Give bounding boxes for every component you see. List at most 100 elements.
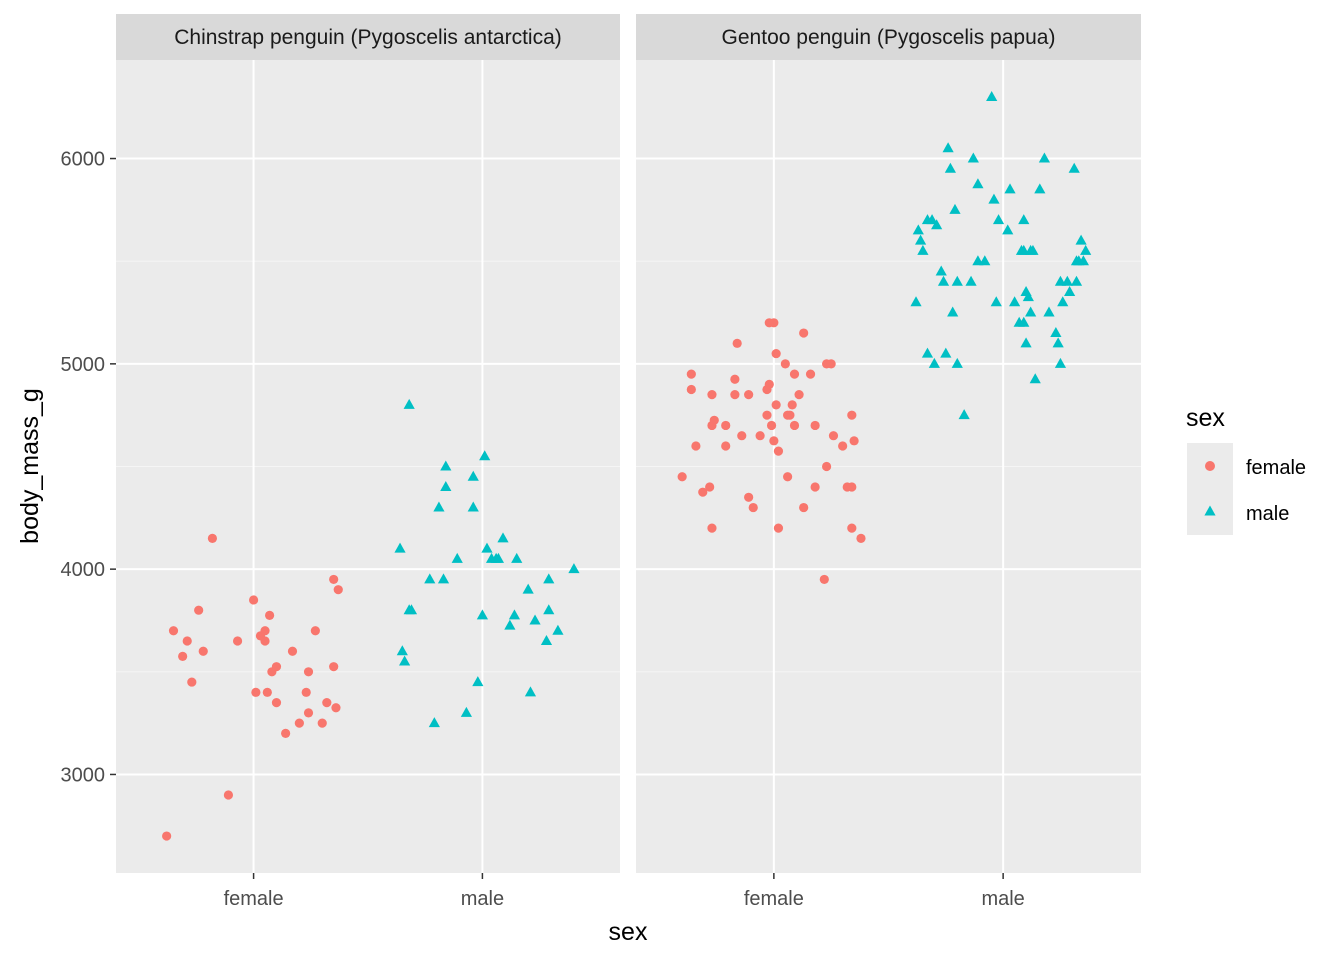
facet-panel-2: Gentoo penguin (Pygoscelis papua) female m… (636, 14, 1141, 910)
data-point-female (265, 610, 275, 620)
data-point-female (329, 574, 339, 585)
data-point-male (472, 676, 484, 687)
data-point-female (303, 667, 314, 677)
data-point-female (799, 328, 809, 338)
data-point-female (773, 523, 784, 533)
data-point-male (504, 619, 516, 630)
data-point-male (990, 296, 1002, 307)
data-point-male (1052, 337, 1064, 348)
data-point-male (1034, 183, 1046, 194)
data-point-male (511, 552, 523, 563)
data-point-female (748, 502, 758, 513)
data-point-female (705, 482, 715, 492)
data-point-female (762, 410, 772, 420)
data-point-female (849, 436, 859, 446)
data-point-female (828, 431, 839, 441)
data-point-female (826, 359, 836, 369)
data-point-female (287, 646, 298, 656)
data-point-female (686, 369, 696, 379)
data-point-female (771, 400, 781, 410)
data-point-male (481, 542, 493, 553)
data-point-male (986, 90, 998, 101)
data-point-female (794, 390, 804, 400)
data-point-female (281, 728, 291, 738)
data-point-female (766, 420, 777, 431)
data-point-male (1029, 373, 1041, 384)
data-point-female (769, 436, 779, 446)
data-point-female (789, 369, 800, 379)
data-point-female (168, 626, 179, 636)
data-point-male (1043, 306, 1055, 317)
data-point-female (744, 492, 754, 502)
data-point-female (789, 420, 800, 431)
data-point-male (940, 347, 952, 358)
data-point-female (251, 687, 261, 697)
strip-background (116, 14, 620, 60)
data-point-male (424, 573, 436, 584)
data-point-male (935, 265, 947, 276)
y-axis: 3000 4000 5000 6000 (61, 149, 116, 786)
data-point-male (437, 573, 450, 584)
data-point-male (949, 203, 961, 214)
data-point-male (428, 717, 440, 728)
data-point-female (178, 651, 188, 662)
data-point-male (1080, 244, 1092, 255)
data-point-male (917, 244, 929, 255)
data-point-male (951, 275, 963, 286)
data-point-male (944, 162, 957, 173)
data-point-male (1025, 306, 1037, 317)
data-point-male (928, 357, 940, 368)
data-point-female (773, 446, 784, 456)
data-point-female (301, 687, 311, 697)
y-axis-title: body_mass_g (16, 388, 44, 544)
data-point-female (769, 318, 779, 328)
data-point-female (260, 626, 270, 636)
data-point-male (947, 306, 959, 317)
data-point-male (1057, 296, 1069, 307)
data-point-male (1018, 214, 1030, 225)
data-point-male (967, 152, 979, 163)
data-point-female (707, 523, 717, 533)
data-point-female (805, 369, 816, 379)
legend-key-female-marker (1205, 461, 1215, 471)
legend-title: sex (1186, 404, 1225, 432)
data-point-male (1004, 183, 1016, 194)
data-point-female (787, 400, 797, 410)
data-point-male (1020, 337, 1032, 348)
data-point-female (232, 636, 243, 646)
data-point-male (1068, 162, 1080, 173)
data-point-female (303, 708, 314, 718)
data-point-female (331, 703, 341, 713)
data-point-male (1038, 152, 1051, 163)
data-point-female (262, 687, 272, 697)
data-point-female (333, 585, 343, 595)
data-point-male (1027, 244, 1039, 255)
data-point-female (182, 636, 192, 646)
data-point-female (248, 595, 259, 605)
data-point-female (847, 523, 857, 533)
data-point-female (329, 662, 339, 672)
y-tick-label: 3000 (61, 764, 106, 786)
legend-label-male: male (1246, 503, 1289, 525)
data-point-female (686, 384, 696, 395)
x-axis-title: sex (609, 918, 648, 946)
data-point-male (492, 552, 505, 563)
data-point-male (476, 609, 489, 620)
data-point-male (1054, 357, 1067, 368)
data-point-male (942, 142, 954, 153)
data-point-male (467, 501, 479, 512)
data-point-female (799, 502, 809, 513)
data-point-female (322, 697, 332, 708)
data-point-male (552, 624, 564, 635)
data-point-female (698, 487, 708, 497)
data-point-male (396, 645, 408, 656)
data-point-female (730, 374, 740, 384)
data-point-female (709, 415, 719, 425)
legend-key-male-marker (1204, 505, 1216, 516)
facet-panel-1: Chinstrap penguin (Pygoscelis antarctica… (116, 14, 620, 910)
data-point-male (1061, 275, 1073, 286)
data-point-female (271, 662, 282, 672)
data-point-female (819, 574, 829, 585)
data-point-female (744, 390, 754, 400)
